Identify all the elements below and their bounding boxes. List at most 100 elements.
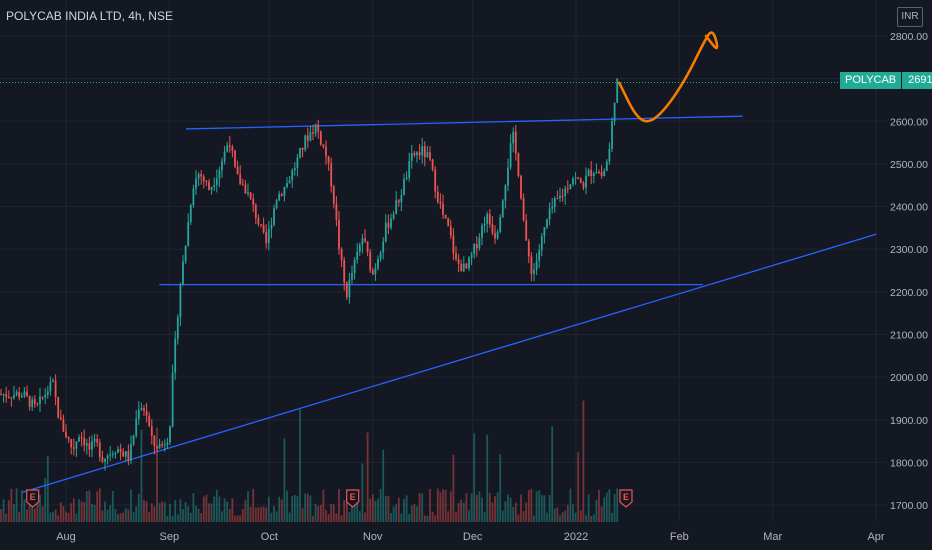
candle-body xyxy=(174,338,177,373)
volume-bar xyxy=(322,489,325,522)
candle-body xyxy=(57,397,60,418)
candle-body xyxy=(137,409,140,420)
volume-bar xyxy=(447,511,450,522)
candle-body xyxy=(124,451,127,457)
volume-bar xyxy=(590,515,593,522)
candle-body xyxy=(226,145,229,152)
candle-body xyxy=(218,170,221,179)
candle-body xyxy=(538,250,541,261)
candle-body xyxy=(213,184,216,187)
volume-bar xyxy=(122,512,125,522)
volume-bar xyxy=(202,496,205,522)
candle-body xyxy=(98,442,101,458)
volume-bar xyxy=(379,489,382,522)
earnings-marker xyxy=(26,489,40,508)
candle-body xyxy=(592,173,595,176)
earnings-marker xyxy=(619,489,633,508)
candle-body xyxy=(369,251,372,271)
candle-body xyxy=(488,214,491,225)
candle-body xyxy=(236,166,239,175)
price-tick-label: 2300.00 xyxy=(890,244,928,256)
candle-body xyxy=(332,186,335,204)
currency-button[interactable]: INR xyxy=(897,7,923,27)
volume-bar xyxy=(236,515,239,522)
volume-bar xyxy=(327,514,330,522)
candle-body xyxy=(44,394,47,398)
volume-bar xyxy=(54,509,57,522)
projection-sketch[interactable] xyxy=(618,31,719,123)
candle-body xyxy=(270,225,273,229)
volume-bar xyxy=(455,511,457,522)
candle-body xyxy=(499,217,502,233)
candle-body xyxy=(392,214,395,219)
candle-body xyxy=(413,153,416,156)
candle-body xyxy=(31,399,34,407)
volume-bar xyxy=(535,491,538,522)
candle-body xyxy=(595,172,598,174)
candle-body xyxy=(418,152,421,156)
volume-bar xyxy=(257,507,260,522)
volume-bar xyxy=(598,489,600,522)
candle-body xyxy=(195,178,197,189)
volume-bar xyxy=(504,501,507,522)
candle-body xyxy=(67,437,70,440)
volume-bar xyxy=(130,489,132,522)
candle-body xyxy=(20,395,23,398)
candle-body xyxy=(260,224,262,226)
candle-body xyxy=(540,236,543,251)
volume-bar xyxy=(397,497,400,522)
candle-body xyxy=(130,444,132,461)
candle-body xyxy=(15,392,18,395)
volume-bar xyxy=(592,514,595,522)
price-tick-label: 2200.00 xyxy=(890,287,928,299)
time-tick-label: 2022 xyxy=(564,531,588,543)
volume-bar xyxy=(325,509,327,522)
candle-body xyxy=(501,200,504,218)
volume-bar xyxy=(247,491,249,522)
volume-bar xyxy=(611,512,613,522)
volume-bar xyxy=(608,489,611,522)
candle-body xyxy=(358,244,361,252)
time-tick-label: Oct xyxy=(261,531,278,543)
candle-body xyxy=(252,198,255,205)
candle-body xyxy=(140,408,143,410)
volume-bar xyxy=(78,499,80,522)
volume-bar xyxy=(33,508,36,522)
volume-bar xyxy=(431,511,434,522)
symbol-title: POLYCAB INDIA LTD, 4h, NSE xyxy=(6,9,173,23)
candle-body xyxy=(228,145,231,147)
candle-body xyxy=(23,391,26,396)
candle-body xyxy=(377,259,379,269)
candle-body xyxy=(429,152,431,160)
candle-body xyxy=(254,204,257,218)
candle-body xyxy=(262,224,265,232)
time-axis[interactable]: Aug Sep Oct Nov Dec 2022 Feb Mar Apr xyxy=(56,531,885,543)
candle-body xyxy=(70,439,73,448)
candle-body xyxy=(520,175,522,199)
volume-bar xyxy=(603,497,606,522)
candle-body xyxy=(169,426,171,443)
trendlines[interactable] xyxy=(0,81,886,493)
volume-bar xyxy=(377,498,379,522)
volume-bar xyxy=(507,494,509,522)
candle-body xyxy=(163,444,166,446)
candle-body xyxy=(106,455,109,459)
volume-bar xyxy=(616,488,619,522)
volume-bar xyxy=(494,496,496,522)
candle-body xyxy=(231,146,234,151)
volume-bar xyxy=(72,498,75,522)
time-tick-label: Apr xyxy=(867,531,884,543)
volume-bar xyxy=(538,490,541,522)
candle-body xyxy=(234,150,236,167)
price-axis[interactable]: 2800.002700.002600.002500.002400.002300.… xyxy=(890,31,928,512)
volume-bar xyxy=(140,429,143,522)
volume-bar xyxy=(153,506,156,522)
candle-body xyxy=(293,168,296,171)
candle-body xyxy=(33,399,36,404)
candle-body xyxy=(78,437,80,442)
candle-body xyxy=(455,253,457,260)
volume-bar xyxy=(59,502,62,522)
